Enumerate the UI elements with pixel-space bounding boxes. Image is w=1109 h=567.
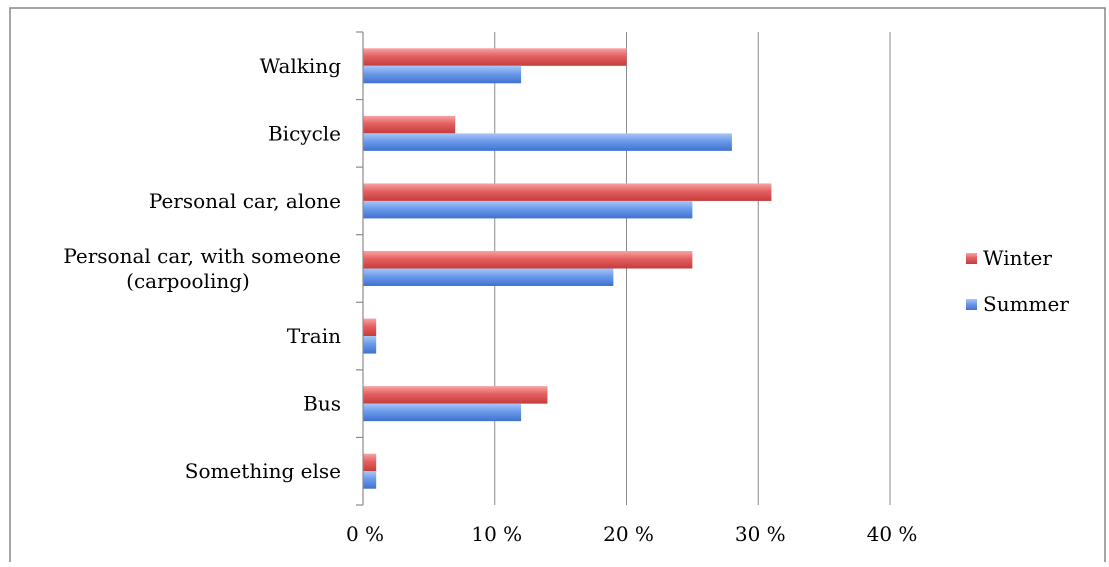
bars: [363, 48, 772, 489]
bar-summer: [363, 65, 522, 84]
x-tick-label: 30 %: [735, 522, 786, 546]
chart-border: [9, 7, 1106, 567]
category-label: Bicycle: [268, 121, 341, 145]
category-label: Personal car, alone: [149, 189, 341, 213]
bar-summer: [363, 200, 693, 219]
bar-winter: [363, 115, 456, 134]
bar-summer: [363, 268, 614, 286]
bar-winter: [363, 183, 772, 201]
tick-labels: 0 % 10 % 20 % 30 % 40 %: [346, 522, 917, 546]
bar-winter: [363, 251, 693, 269]
legend-label-summer: Summer: [983, 292, 1069, 316]
axes: [356, 31, 364, 506]
bar-summer: [363, 336, 377, 354]
category-labels: Walking Bicycle Personal car, alone Persona…: [63, 54, 341, 483]
bar-winter: [363, 318, 377, 337]
x-tick-label: 40 %: [867, 522, 918, 546]
category-label: Train: [287, 324, 341, 348]
category-label: Walking: [260, 54, 342, 78]
category-label: (carpooling): [126, 269, 250, 293]
category-label: Something else: [185, 459, 341, 483]
bar-summer: [363, 133, 732, 151]
bar-summer: [363, 403, 522, 422]
bar-winter: [363, 386, 548, 404]
x-tick-label: 0 %: [346, 522, 384, 546]
legend-label-winter: Winter: [983, 246, 1052, 270]
bar-winter: [363, 453, 377, 472]
x-tick-label: 10 %: [471, 522, 522, 546]
category-label: Bus: [303, 392, 341, 416]
bar-summer: [363, 471, 377, 489]
category-label: Personal car, with someone: [63, 244, 341, 268]
legend-swatch-winter: [966, 253, 977, 264]
legend-swatch-summer: [966, 299, 977, 310]
bar-winter: [363, 48, 627, 66]
x-tick-label: 20 %: [603, 522, 654, 546]
legend: Winter Summer: [966, 246, 1069, 316]
